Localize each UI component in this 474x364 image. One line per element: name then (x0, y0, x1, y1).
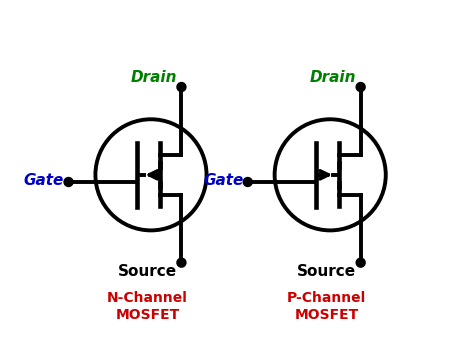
Text: Drain: Drain (131, 70, 177, 85)
Text: Gate: Gate (24, 173, 64, 188)
Text: P-Channel
MOSFET: P-Channel MOSFET (287, 291, 366, 321)
Text: Gate: Gate (203, 173, 244, 188)
Text: Source: Source (297, 264, 356, 280)
Text: N-Channel
MOSFET: N-Channel MOSFET (107, 291, 188, 321)
Text: Drain: Drain (310, 70, 356, 85)
Text: Source: Source (118, 264, 177, 280)
